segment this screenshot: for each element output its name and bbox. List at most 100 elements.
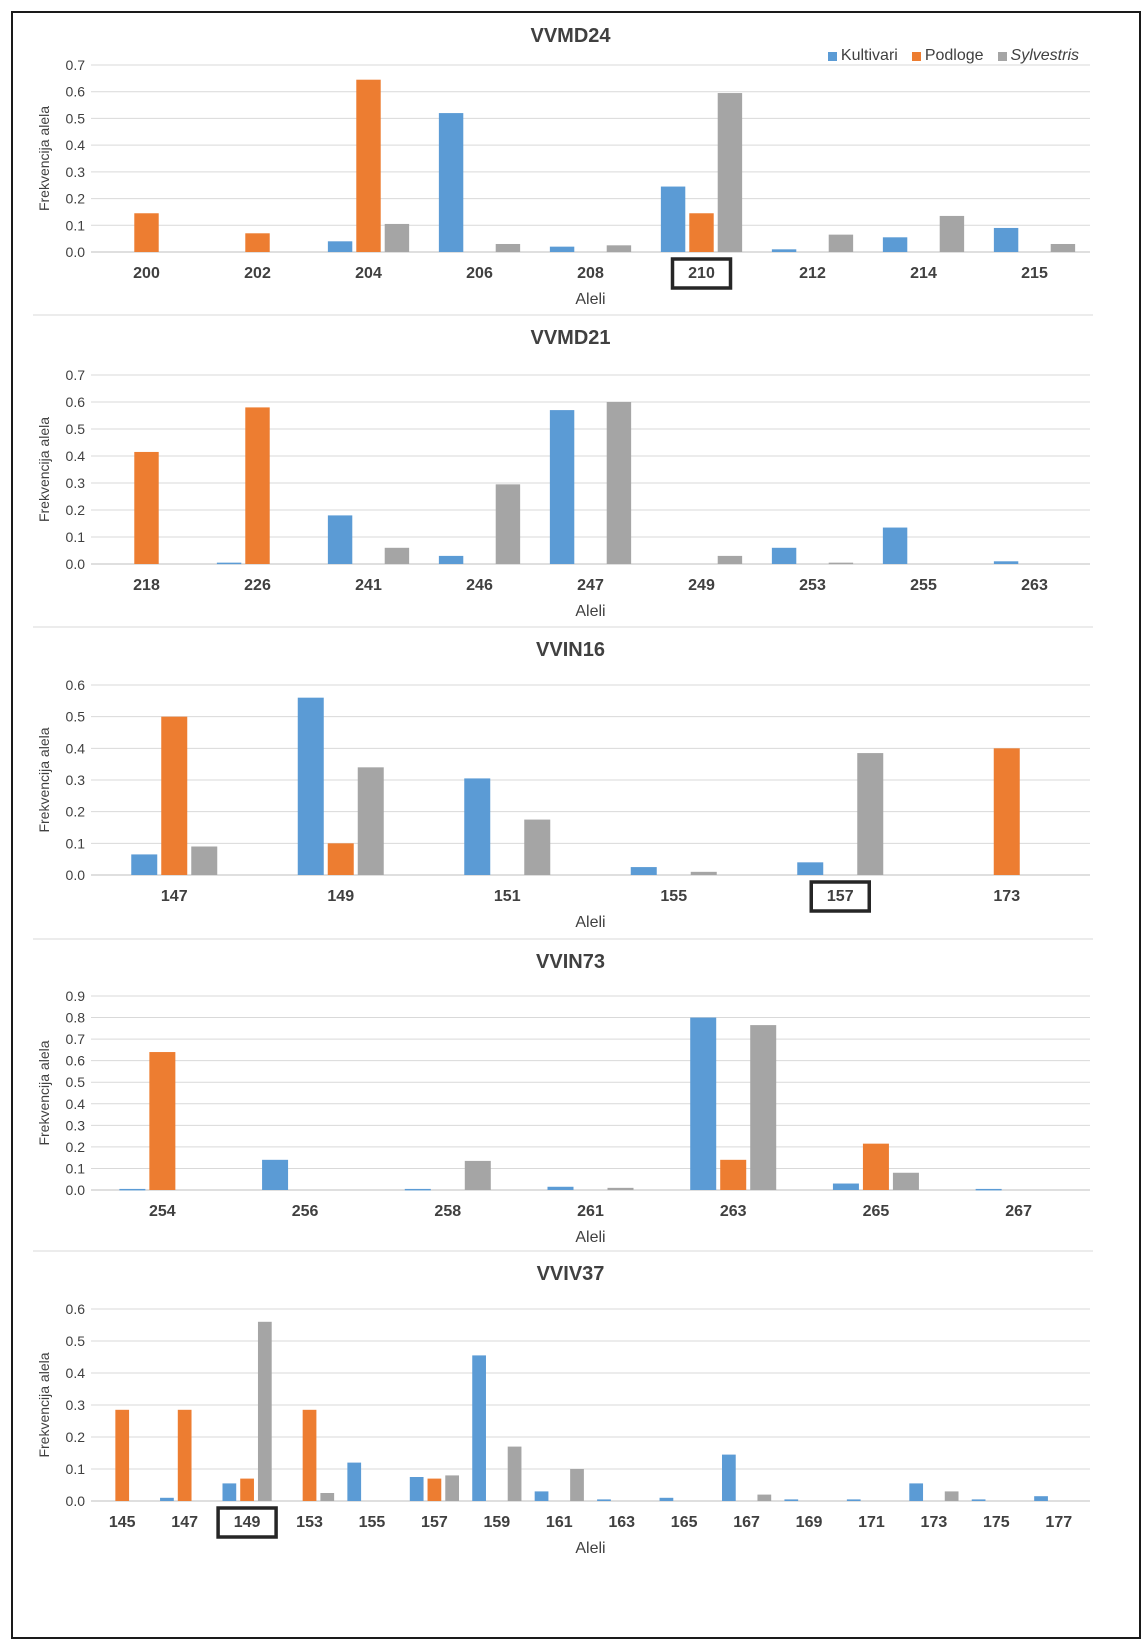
bar-kultivari (784, 1499, 799, 1501)
bar-sylvestris (357, 767, 384, 875)
bar-kultivari (971, 1499, 986, 1501)
bar-sylvestris (1050, 243, 1076, 252)
x-tick-label: 149 (327, 888, 354, 905)
y-tick-label: 0.6 (66, 677, 86, 693)
bar-kultivari (262, 1159, 289, 1190)
y-tick-label: 0.2 (66, 1429, 86, 1445)
bar-sylvestris (495, 243, 521, 252)
bar-podloge (356, 79, 381, 252)
y-tick-label: 0.4 (66, 1365, 86, 1381)
bar-kultivari (216, 562, 242, 565)
chart-vvin16: VVIN16 0.0 0.1 0.2 0.3 0.4 0.5 0.6 Frekvencija a… (33, 639, 1093, 940)
bar-kultivari (347, 1462, 362, 1501)
bar-sylvestris (892, 1172, 919, 1190)
legend-item-podloge: Podloge (911, 47, 984, 65)
bar-kultivari (721, 1454, 736, 1501)
bar-podloge (327, 843, 354, 875)
bar-kultivari (690, 1017, 717, 1190)
x-tick-label: 226 (244, 577, 271, 594)
chart-title: VVMD21 (530, 327, 610, 349)
chart-title: VVIN16 (536, 639, 605, 661)
bar-podloge (993, 748, 1020, 875)
bar-sylvestris (939, 215, 965, 252)
y-tick-label: 0.7 (66, 57, 86, 73)
x-tick-label: 161 (546, 1514, 573, 1531)
y-axis-label: Frekvencija alela (36, 727, 52, 832)
legend-label-sylvestris: Sylvestris (1010, 47, 1079, 64)
y-tick-label: 0.0 (66, 244, 86, 260)
bar-kultivari (771, 547, 797, 564)
bar-podloge (862, 1143, 889, 1190)
y-tick-label: 0.9 (66, 988, 86, 1004)
x-tick-label: 263 (720, 1203, 747, 1220)
bar-kultivari (472, 1355, 486, 1501)
x-axis-label: Aleli (575, 603, 605, 620)
chart-title: VVIV37 (537, 1263, 605, 1285)
bar-sylvestris (944, 1491, 959, 1501)
x-tick-label: 253 (799, 577, 826, 594)
y-tick-label: 0.0 (66, 867, 86, 883)
x-tick-label: 147 (161, 888, 188, 905)
x-tick-label: 247 (577, 577, 604, 594)
y-axis-label: Frekvencija alela (36, 417, 52, 522)
bar-sylvestris (717, 555, 743, 564)
bar-podloge (177, 1409, 192, 1501)
x-tick-label: 249 (688, 577, 715, 594)
bar-kultivari (549, 246, 575, 252)
bar-kultivari (327, 515, 353, 564)
y-tick-label: 0.1 (66, 835, 86, 851)
y-axis-label: Frekvencija alela (36, 106, 52, 211)
bar-podloge (161, 716, 188, 875)
x-tick-label: 159 (483, 1514, 510, 1531)
legend-swatch-podloge (911, 51, 921, 61)
bar-kultivari (222, 1483, 237, 1501)
x-tick-label: 173 (921, 1514, 948, 1531)
figure-frame: VVMD24 0.0 0.1 0.2 0.3 0.4 0.5 0.6 0.7 Frekvencij… (11, 11, 1141, 1639)
x-tick-label: 204 (355, 265, 382, 282)
y-tick-label: 0.3 (66, 164, 86, 180)
x-tick-label: 155 (660, 888, 687, 905)
bar-kultivari (993, 561, 1019, 564)
bar-podloge (302, 1409, 317, 1501)
bar-kultivari (797, 862, 824, 875)
y-tick-label: 0.2 (66, 502, 86, 518)
x-tick-label: 157 (421, 1514, 448, 1531)
highlight-box (216, 1506, 278, 1539)
x-axis-label: Aleli (575, 1229, 605, 1246)
legend: Kultivari Podloge Sylvestris (827, 47, 1079, 65)
x-tick-label: 155 (359, 1514, 386, 1531)
y-tick-label: 0.6 (66, 1053, 86, 1069)
bar-sylvestris (607, 1187, 634, 1190)
bar-kultivari (630, 867, 657, 875)
bar-kultivari (131, 854, 158, 875)
y-tick-label: 0.6 (66, 84, 86, 100)
x-tick-label: 163 (608, 1514, 635, 1531)
bar-kultivari (464, 778, 491, 875)
x-tick-label: 267 (1005, 1203, 1032, 1220)
bar-kultivari (597, 1499, 611, 1501)
x-tick-label: 210 (688, 265, 715, 282)
bar-kultivari (1034, 1496, 1048, 1501)
bar-sylvestris (828, 562, 854, 565)
y-tick-label: 0.6 (66, 1301, 86, 1317)
bar-podloge (689, 213, 714, 252)
y-tick-label: 0.5 (66, 709, 86, 725)
bar-kultivari (882, 527, 908, 564)
x-tick-label: 145 (109, 1514, 136, 1531)
bar-sylvestris (384, 547, 410, 564)
y-tick-label: 0.7 (66, 367, 86, 383)
x-tick-label: 214 (910, 265, 937, 282)
y-tick-label: 0.2 (66, 1139, 86, 1155)
bar-sylvestris (606, 245, 632, 252)
y-tick-label: 0.4 (66, 137, 86, 153)
x-tick-label: 258 (434, 1203, 461, 1220)
bar-kultivari (549, 410, 575, 564)
y-tick-label: 0.4 (66, 448, 86, 464)
chart-vviv37: VVIV37 0.0 0.1 0.2 0.3 0.4 0.5 0.6 Frekvencija a… (36, 1263, 1090, 1557)
x-tick-label: 263 (1021, 577, 1048, 594)
bar-sylvestris (495, 484, 521, 564)
bar-sylvestris (757, 1494, 772, 1501)
y-tick-label: 0.3 (66, 475, 86, 491)
x-tick-label: 206 (466, 265, 493, 282)
y-tick-label: 0.8 (66, 1010, 86, 1026)
